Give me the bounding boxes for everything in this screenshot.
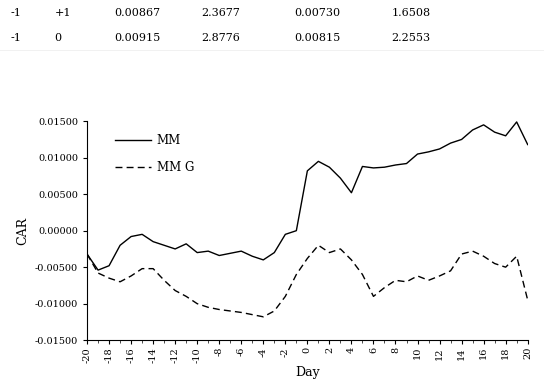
MM bbox=[183, 242, 189, 246]
MM bbox=[238, 249, 245, 253]
MM G bbox=[106, 276, 112, 280]
MM G bbox=[403, 280, 410, 284]
Text: -1: -1 bbox=[11, 33, 22, 43]
Line: MM G: MM G bbox=[87, 245, 528, 317]
Line: MM: MM bbox=[87, 122, 528, 270]
X-axis label: Day: Day bbox=[295, 366, 320, 378]
MM bbox=[514, 120, 520, 124]
Text: -1: -1 bbox=[11, 8, 22, 18]
MM G bbox=[172, 288, 178, 293]
MM bbox=[106, 264, 112, 268]
MM bbox=[370, 165, 376, 170]
MM G bbox=[514, 254, 520, 258]
MM bbox=[194, 250, 200, 255]
MM bbox=[503, 133, 509, 138]
MM bbox=[150, 239, 157, 244]
Text: 0: 0 bbox=[54, 33, 61, 43]
Text: 2.3677: 2.3677 bbox=[201, 8, 240, 18]
MM G bbox=[359, 272, 366, 277]
MM G bbox=[216, 307, 222, 312]
MM bbox=[172, 247, 178, 251]
MM bbox=[128, 234, 134, 239]
MM bbox=[315, 159, 322, 164]
MM bbox=[425, 149, 432, 154]
MM bbox=[381, 165, 388, 170]
Text: 0.00730: 0.00730 bbox=[294, 8, 340, 18]
MM G bbox=[348, 258, 355, 262]
Text: 0.00867: 0.00867 bbox=[114, 8, 160, 18]
MM G bbox=[392, 278, 399, 283]
Text: 1.6508: 1.6508 bbox=[392, 8, 431, 18]
MM G bbox=[480, 254, 487, 258]
MM G bbox=[337, 247, 344, 251]
MM G bbox=[459, 252, 465, 256]
MM G bbox=[238, 310, 245, 315]
MM G bbox=[227, 308, 233, 313]
MM G bbox=[205, 305, 212, 310]
MM G bbox=[271, 308, 277, 313]
MM G bbox=[249, 312, 256, 317]
MM G bbox=[491, 261, 498, 266]
Text: 0.00915: 0.00915 bbox=[114, 33, 160, 43]
MM G bbox=[128, 274, 134, 278]
MM G bbox=[95, 271, 101, 275]
MM G bbox=[381, 285, 388, 290]
MM bbox=[216, 253, 222, 258]
MM G bbox=[260, 314, 267, 319]
MM bbox=[271, 250, 277, 255]
MM G bbox=[503, 265, 509, 269]
MM G bbox=[150, 266, 157, 271]
Text: +1: +1 bbox=[54, 8, 71, 18]
MM bbox=[480, 122, 487, 127]
MM G bbox=[436, 274, 443, 278]
Y-axis label: CAR: CAR bbox=[16, 217, 29, 245]
MM G bbox=[315, 243, 322, 248]
MM G bbox=[194, 301, 200, 306]
MM G bbox=[139, 266, 145, 271]
MM bbox=[84, 252, 90, 256]
MM bbox=[117, 243, 123, 248]
MM bbox=[249, 254, 256, 258]
MM G bbox=[282, 294, 289, 299]
MM bbox=[260, 258, 267, 262]
MM G bbox=[84, 252, 90, 256]
MM bbox=[392, 163, 399, 167]
MM bbox=[139, 232, 145, 237]
MM G bbox=[425, 278, 432, 283]
MM G bbox=[293, 272, 300, 277]
MM bbox=[491, 130, 498, 135]
Text: 0.00815: 0.00815 bbox=[294, 33, 340, 43]
Text: 2.2553: 2.2553 bbox=[392, 33, 431, 43]
MM bbox=[359, 164, 366, 169]
MM bbox=[469, 127, 476, 132]
MM G bbox=[469, 249, 476, 253]
MM bbox=[205, 249, 212, 253]
MM bbox=[304, 169, 311, 173]
MM bbox=[95, 268, 101, 273]
Legend: MM, MM G: MM, MM G bbox=[110, 129, 199, 179]
MM bbox=[436, 147, 443, 151]
MM G bbox=[524, 298, 531, 302]
MM bbox=[227, 251, 233, 256]
MM bbox=[326, 165, 333, 170]
MM bbox=[348, 190, 355, 195]
MM G bbox=[415, 274, 421, 278]
Text: 2.8776: 2.8776 bbox=[201, 33, 240, 43]
MM bbox=[337, 176, 344, 181]
MM G bbox=[447, 269, 454, 273]
MM G bbox=[183, 294, 189, 299]
MM G bbox=[161, 278, 168, 283]
MM bbox=[403, 161, 410, 166]
MM bbox=[524, 142, 531, 147]
MM G bbox=[304, 256, 311, 261]
MM bbox=[282, 232, 289, 237]
MM bbox=[459, 137, 465, 142]
MM bbox=[447, 141, 454, 145]
MM G bbox=[117, 280, 123, 284]
MM bbox=[161, 243, 168, 248]
MM bbox=[293, 228, 300, 233]
MM G bbox=[370, 294, 376, 299]
MM bbox=[415, 152, 421, 156]
MM G bbox=[326, 250, 333, 255]
